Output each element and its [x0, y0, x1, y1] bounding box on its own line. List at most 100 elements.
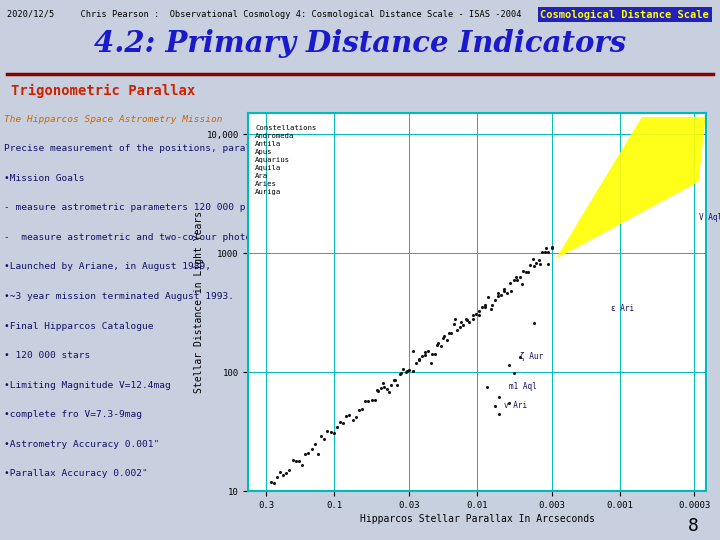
Point [277, 470, 289, 479]
Text: -  measure astrometric and two-colour photometric properties of 400 000 addition: - measure astrometric and two-colour pho… [4, 233, 590, 242]
Text: •Astrometry Accuracy 0.001": •Astrometry Accuracy 0.001" [4, 440, 159, 449]
Point [492, 288, 504, 297]
Point [521, 267, 532, 276]
Point [395, 368, 407, 377]
Point [473, 311, 485, 320]
Text: ζ Aur: ζ Aur [520, 352, 543, 361]
Text: • 120 000 stars: • 120 000 stars [4, 351, 90, 360]
Point [318, 435, 330, 443]
X-axis label: Hipparcos Stellar Parallax In Arcseconds: Hipparcos Stellar Parallax In Arcseconds [359, 514, 595, 524]
Point [397, 365, 409, 374]
Point [462, 316, 473, 325]
Point [508, 369, 520, 378]
Point [493, 393, 505, 401]
Point [492, 292, 503, 300]
Text: •complete fro V=7.3-9mag: •complete fro V=7.3-9mag [4, 410, 142, 419]
Point [410, 359, 421, 368]
Point [315, 431, 327, 440]
Point [514, 353, 526, 361]
Point [528, 262, 539, 271]
Text: V Aql: V Aql [698, 213, 720, 222]
Point [489, 295, 500, 304]
Point [413, 355, 425, 363]
Text: •Mission Goals: •Mission Goals [4, 174, 84, 183]
Point [530, 259, 541, 267]
Point [395, 370, 406, 379]
Point [438, 332, 450, 340]
Point [461, 314, 472, 323]
Point [423, 347, 434, 355]
Point [502, 288, 513, 297]
Point [379, 382, 390, 391]
Point [522, 267, 534, 276]
Point [510, 273, 521, 282]
Point [498, 286, 510, 295]
Text: - measure astrometric parameters 120 000 primary programme stars to precision of: - measure astrometric parameters 120 000… [4, 203, 510, 212]
Point [359, 397, 371, 406]
Point [481, 383, 492, 391]
Point [268, 478, 279, 487]
Point [334, 418, 346, 427]
Point [407, 366, 418, 375]
Point [504, 278, 516, 287]
Text: 2020/12/5     Chris Pearson :  Observational Cosmology 4: Cosmological Distance : 2020/12/5 Chris Pearson : Observational … [7, 10, 522, 19]
Point [470, 310, 482, 319]
Point [416, 352, 428, 361]
Point [432, 339, 444, 347]
Point [523, 260, 535, 269]
Point [464, 318, 475, 326]
Point [338, 419, 349, 428]
Point [503, 399, 514, 408]
Text: •Final Hipparcos Catalogue: •Final Hipparcos Catalogue [4, 322, 153, 330]
Point [384, 381, 396, 389]
Point [372, 386, 383, 394]
Text: v Ari: v Ari [504, 401, 527, 410]
Point [426, 350, 437, 359]
Point [265, 477, 276, 486]
Y-axis label: Stellar Distance in Light Years: Stellar Distance in Light Years [194, 211, 204, 394]
Point [420, 348, 431, 356]
Point [366, 396, 377, 404]
Point [306, 444, 318, 453]
Point [543, 248, 554, 256]
Point [445, 329, 456, 338]
Point [402, 366, 413, 375]
Point [325, 428, 336, 436]
Point [372, 387, 384, 395]
Point [384, 388, 395, 396]
Point [477, 302, 488, 311]
Point [480, 302, 491, 311]
Text: 4.2: Primary Distance Indicators: 4.2: Primary Distance Indicators [94, 29, 626, 58]
Point [486, 300, 498, 309]
Point [511, 275, 523, 284]
Point [436, 342, 447, 350]
Point [527, 255, 539, 264]
Point [350, 412, 361, 421]
Point [390, 375, 401, 384]
Point [343, 410, 355, 419]
Point [518, 267, 529, 275]
Point [516, 280, 527, 288]
Point [503, 361, 514, 369]
Point [369, 395, 380, 404]
Text: Precise measurement of the positions, parallaxes and proper motions of the stars: Precise measurement of the positions, pa… [4, 144, 469, 153]
Text: 8: 8 [688, 517, 698, 535]
Text: m1 Aql: m1 Aql [508, 382, 536, 392]
Point [341, 411, 352, 420]
Point [426, 359, 437, 367]
Point [429, 350, 441, 359]
Point [274, 468, 286, 477]
Point [281, 469, 292, 478]
Point [514, 273, 526, 281]
Point [408, 347, 419, 355]
Point [528, 319, 539, 327]
Point [441, 336, 453, 345]
Point [420, 350, 431, 359]
Text: Trigonometric Parallax: Trigonometric Parallax [11, 84, 195, 98]
Point [302, 449, 314, 457]
Polygon shape [556, 117, 706, 259]
Point [486, 305, 498, 313]
Text: •~3 year mission terminated August 1993.: •~3 year mission terminated August 1993. [4, 292, 233, 301]
Point [444, 329, 455, 338]
Point [287, 456, 298, 464]
